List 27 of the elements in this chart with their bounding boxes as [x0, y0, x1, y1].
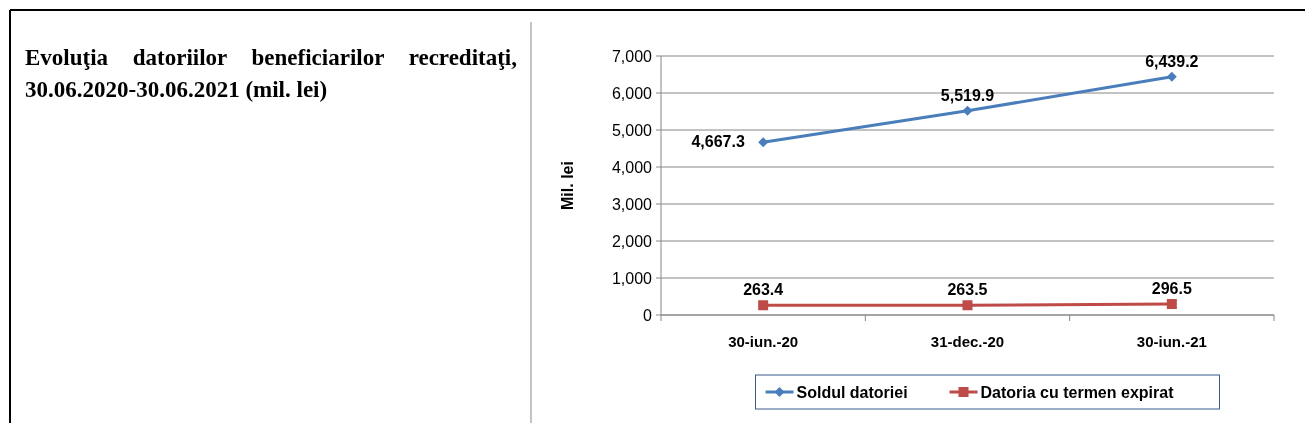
- data-label: 5,519.9: [940, 86, 995, 104]
- data-label: 263.4: [743, 281, 784, 299]
- y-tick-label: 1,000: [611, 270, 653, 287]
- legend-label: Datoria cu termen expirat: [980, 384, 1175, 401]
- x-tick-label: 31-dec.-20: [930, 333, 1005, 350]
- point: [962, 105, 973, 116]
- point: [1166, 71, 1177, 82]
- point: [758, 137, 769, 148]
- x-tick-label: 30-iun.-21: [1136, 333, 1207, 350]
- data-label: 4,667.3: [691, 133, 745, 151]
- y-tick-label: 4,000: [611, 159, 653, 176]
- y-tick-label: 3,000: [611, 196, 653, 213]
- y-axis-title: Mil. lei: [559, 161, 576, 210]
- point: [962, 300, 973, 311]
- point: [1166, 299, 1177, 310]
- data-label: 6,439.2: [1145, 52, 1199, 70]
- y-tick-label: 7,000: [611, 48, 653, 65]
- text: Evoluţia datoriilor beneficiarilor recreditaţi, 30.06.2020-30.06.2021 (mil. lei): [25, 44, 517, 104]
- point: [758, 300, 769, 311]
- data-label: 296.5: [1151, 280, 1192, 298]
- y-tick-label: 0: [643, 307, 653, 324]
- legend-label: Soldul datoriei: [796, 384, 908, 401]
- y-tick-label: 2,000: [611, 233, 653, 250]
- x-tick-label: 30-iun.-20: [728, 333, 799, 350]
- y-tick-label: 5,000: [611, 122, 653, 139]
- y-tick-label: 6,000: [611, 85, 653, 102]
- data-label: 263.5: [947, 281, 988, 299]
